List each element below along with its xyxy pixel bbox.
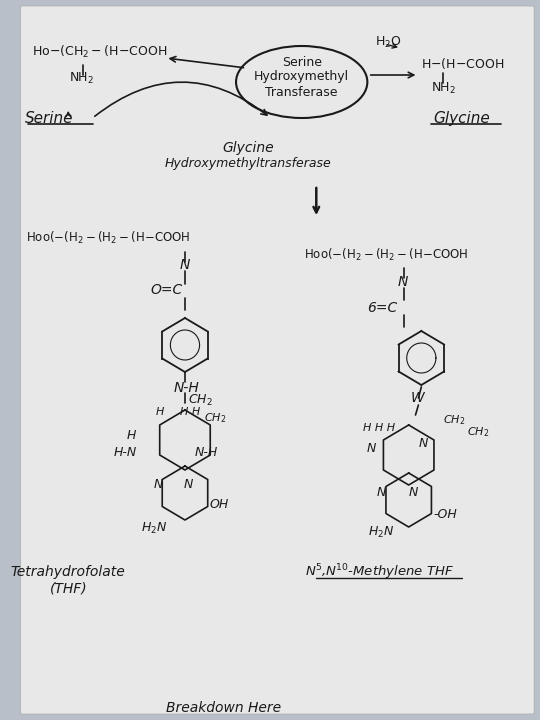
FancyBboxPatch shape — [21, 6, 534, 714]
Text: Glycine: Glycine — [434, 110, 490, 125]
Text: Ho$-$(CH$_2-$(H$-$COOH: Ho$-$(CH$_2-$(H$-$COOH — [32, 44, 167, 60]
Text: H$_2$N: H$_2$N — [368, 524, 394, 539]
Text: Serine: Serine — [282, 55, 322, 68]
Text: CH$_2$: CH$_2$ — [205, 411, 227, 425]
Text: N: N — [398, 275, 408, 289]
Text: 6=C: 6=C — [367, 301, 397, 315]
Text: N: N — [409, 485, 418, 498]
Text: H: H — [156, 407, 164, 417]
Text: Hydroxymethyl: Hydroxymethyl — [254, 70, 349, 83]
Text: N: N — [376, 485, 386, 498]
Text: H H: H H — [180, 407, 200, 417]
Text: NH$_2$: NH$_2$ — [431, 81, 456, 96]
Text: Hoo($-$(H$_2-$(H$_2-$(H$-$COOH: Hoo($-$(H$_2-$(H$_2-$(H$-$COOH — [26, 230, 191, 246]
Text: H-N: H-N — [114, 446, 137, 459]
Text: CH$_2$: CH$_2$ — [467, 425, 489, 439]
Text: N: N — [180, 258, 191, 272]
Text: Serine: Serine — [24, 110, 73, 125]
Text: -OH: -OH — [433, 508, 457, 521]
Text: CH$_2$: CH$_2$ — [443, 413, 465, 427]
Text: H: H — [126, 428, 136, 441]
Text: NH$_2$: NH$_2$ — [69, 71, 94, 86]
Text: Transferase: Transferase — [266, 86, 338, 99]
Text: N$^5$,N$^{10}$-Methylene THF: N$^5$,N$^{10}$-Methylene THF — [305, 562, 454, 582]
Text: Glycine: Glycine — [222, 141, 274, 155]
Text: Tetrahydrofolate: Tetrahydrofolate — [11, 565, 126, 579]
Text: (THF): (THF) — [50, 581, 87, 595]
Text: O=C: O=C — [151, 283, 183, 297]
Text: W: W — [410, 391, 424, 405]
Text: Breakdown Here: Breakdown Here — [166, 701, 281, 715]
Text: Hydroxymethyltransferase: Hydroxymethyltransferase — [165, 156, 332, 169]
Text: Hoo($-$(H$_2-$(H$_2-$(H$-$COOH: Hoo($-$(H$_2-$(H$_2-$(H$-$COOH — [303, 247, 468, 263]
Text: H$_2$O: H$_2$O — [375, 35, 401, 50]
Text: N: N — [154, 477, 163, 490]
Text: N-H: N-H — [173, 381, 199, 395]
Text: N-H: N-H — [195, 446, 218, 459]
Text: H H H: H H H — [363, 423, 395, 433]
Text: H$-$(H$-$COOH: H$-$(H$-$COOH — [421, 55, 504, 71]
Text: N: N — [367, 441, 376, 454]
Text: H$_2$N: H$_2$N — [141, 521, 167, 536]
Text: N: N — [184, 477, 193, 490]
Text: OH: OH — [210, 498, 228, 511]
Text: CH$_2$: CH$_2$ — [188, 392, 213, 408]
Text: N: N — [418, 436, 428, 449]
